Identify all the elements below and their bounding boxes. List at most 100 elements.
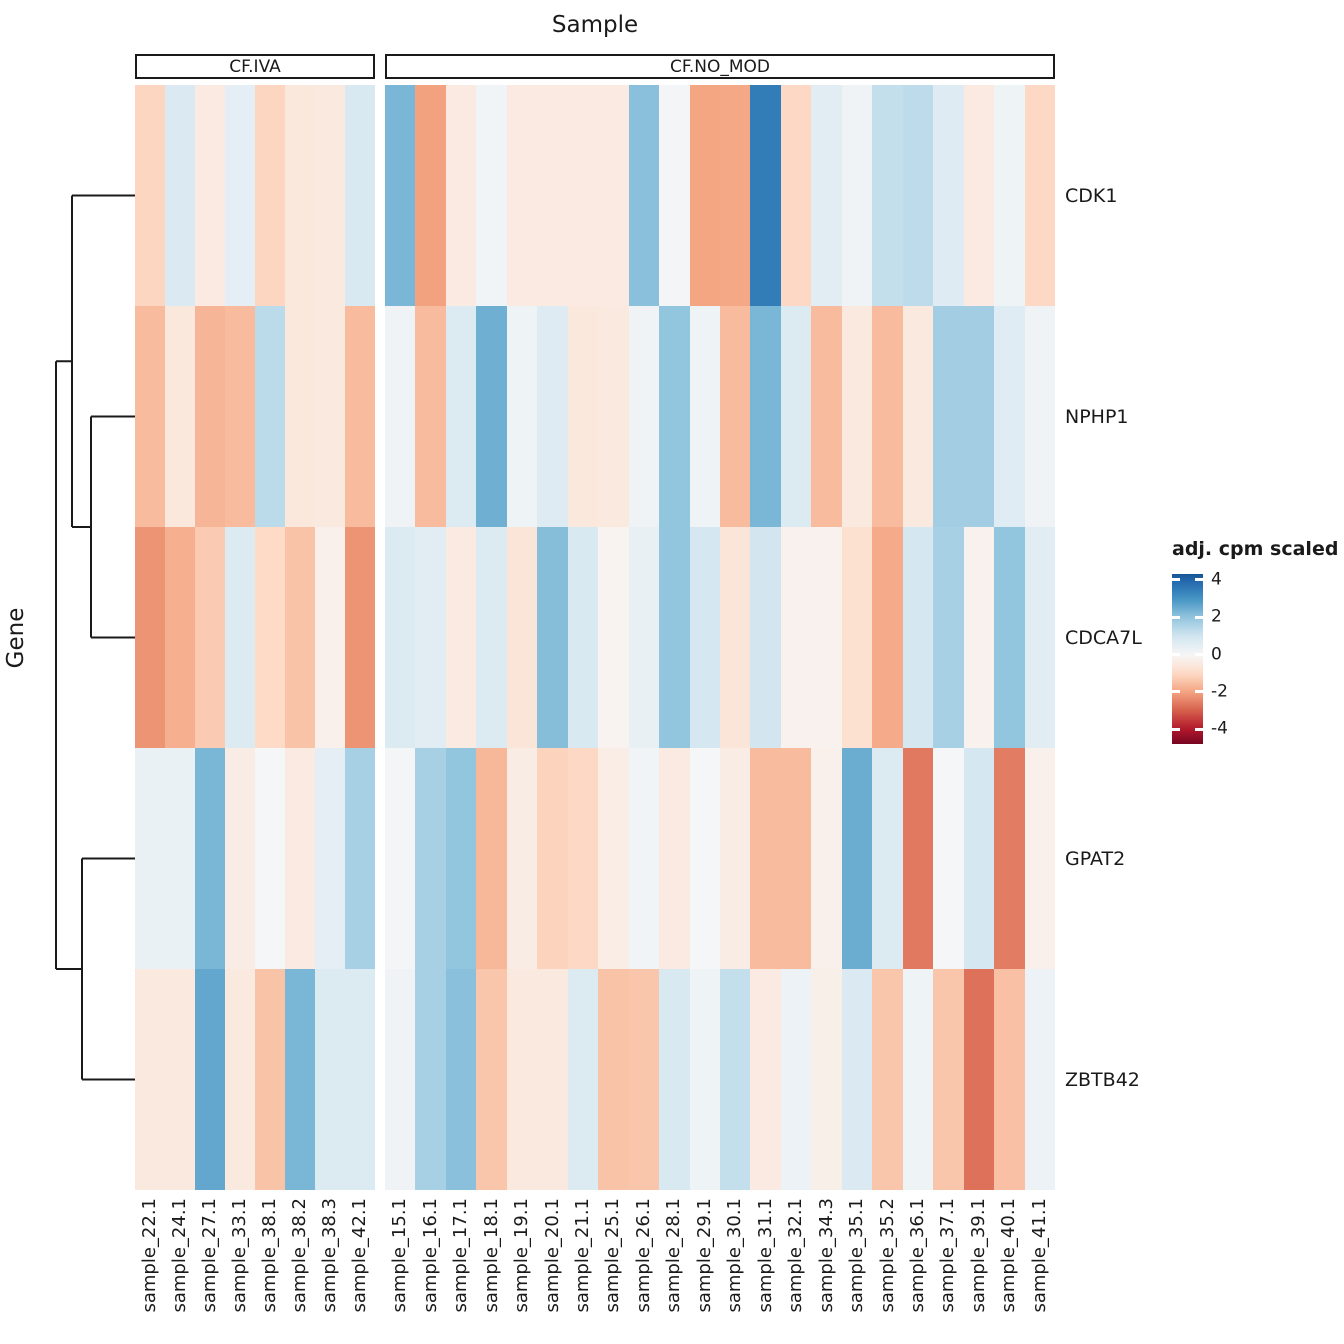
heatmap-cell <box>225 969 255 1190</box>
heatmap-cell <box>780 969 812 1190</box>
heatmap-cell <box>902 527 934 748</box>
heatmap-panel-cf-no-mod <box>385 85 1055 1190</box>
legend-tick-label: 4 <box>1211 569 1222 590</box>
heatmap-cell <box>1024 748 1055 969</box>
x-axis-label: sample_35.1 <box>846 1198 868 1313</box>
heatmap-cell <box>537 85 568 306</box>
heatmap-cell <box>720 748 751 969</box>
legend-tick-mark <box>1172 690 1180 694</box>
x-axis-label: sample_41.1 <box>1028 1198 1050 1313</box>
heatmap-cell <box>567 748 599 969</box>
column-group-header: CF.NO_MOD <box>385 54 1055 79</box>
heatmap-cell <box>567 85 599 306</box>
heatmap-cell <box>750 527 781 748</box>
heatmap-cell <box>994 527 1025 748</box>
heatmap-cell <box>841 527 873 748</box>
x-axis-label: sample_16.1 <box>419 1198 441 1313</box>
heatmap-cell <box>811 85 842 306</box>
heatmap-cell <box>1024 527 1055 748</box>
heatmap-cell <box>841 85 873 306</box>
heatmap-cell <box>537 306 568 527</box>
heatmap-cell <box>135 306 165 527</box>
heatmap-cell <box>598 527 629 748</box>
heatmap-cell <box>598 306 629 527</box>
heatmap-cell <box>963 969 995 1190</box>
x-axis-label: sample_31.1 <box>754 1198 776 1313</box>
x-axis-label: sample_35.2 <box>876 1198 898 1313</box>
heatmap-cell <box>385 969 416 1190</box>
heatmap-cell <box>720 969 751 1190</box>
heatmap-cell <box>225 306 255 527</box>
gene-label: CDK1 <box>1065 184 1118 207</box>
heatmap-cell <box>315 748 345 969</box>
heatmap-cell <box>689 969 720 1190</box>
heatmap-cell <box>345 306 375 527</box>
heatmap-cell <box>902 306 934 527</box>
legend-tick-mark <box>1195 690 1203 694</box>
x-axis-label: sample_17.1 <box>450 1198 472 1313</box>
heatmap-cell <box>567 969 599 1190</box>
x-axis-label: sample_22.1 <box>139 1198 160 1313</box>
heatmap-cell <box>165 527 195 748</box>
heatmap-cell <box>195 969 225 1190</box>
heatmap-cell <box>750 306 781 527</box>
heatmap-cell <box>1024 969 1055 1190</box>
x-axis-label: sample_38.3 <box>319 1198 340 1313</box>
heatmap-cell <box>811 748 842 969</box>
legend-tick-label: 0 <box>1211 644 1222 665</box>
heatmap-cell <box>628 85 660 306</box>
heatmap-panel-cf-iva <box>135 85 375 1190</box>
heatmap-cell <box>659 306 690 527</box>
heatmap-cell <box>689 748 720 969</box>
heatmap-cell <box>165 85 195 306</box>
x-axis-label: sample_38.1 <box>259 1198 280 1313</box>
heatmap-cell <box>628 527 660 748</box>
legend-tick-mark <box>1195 727 1203 731</box>
heatmap-cell <box>902 969 934 1190</box>
heatmap-cell <box>872 527 903 748</box>
heatmap-cell <box>255 969 285 1190</box>
heatmap-cell <box>506 969 538 1190</box>
heatmap-cell <box>598 85 629 306</box>
heatmap-cell <box>315 85 345 306</box>
legend-colorbar <box>1172 574 1203 744</box>
heatmap-cell <box>750 969 781 1190</box>
heatmap-cell <box>135 969 165 1190</box>
heatmap-cell <box>345 527 375 748</box>
heatmap-cell <box>720 527 751 748</box>
heatmap-cell <box>445 85 477 306</box>
x-axis-label: sample_24.1 <box>169 1198 190 1313</box>
heatmap-cell <box>415 527 446 748</box>
x-axis-label: sample_33.1 <box>229 1198 250 1313</box>
heatmap-cell <box>780 748 812 969</box>
heatmap-cell <box>255 306 285 527</box>
heatmap-cell <box>195 306 225 527</box>
heatmap-cell <box>659 748 690 969</box>
heatmap-cell <box>994 85 1025 306</box>
heatmap-cell <box>476 527 507 748</box>
x-axis-label: sample_15.1 <box>389 1198 411 1313</box>
legend-tick-mark <box>1172 727 1180 731</box>
heatmap-cell <box>445 748 477 969</box>
heatmap-cell <box>385 748 416 969</box>
heatmap-cell <box>537 527 568 748</box>
legend-title: adj. cpm scaled <box>1172 538 1339 560</box>
heatmap-cell <box>135 85 165 306</box>
legend-tick-label: -4 <box>1211 718 1228 739</box>
heatmap-cell <box>628 748 660 969</box>
heatmap-cell <box>628 969 660 1190</box>
heatmap-cell <box>385 306 416 527</box>
heatmap-cell <box>476 748 507 969</box>
legend-tick-mark <box>1195 615 1203 619</box>
heatmap-cell <box>994 969 1025 1190</box>
heatmap-cell <box>811 969 842 1190</box>
y-axis-title: Gene <box>3 607 29 669</box>
heatmap-cell <box>902 85 934 306</box>
heatmap-cell <box>598 748 629 969</box>
x-axis-label: sample_40.1 <box>998 1198 1020 1313</box>
heatmap-cell <box>567 527 599 748</box>
heatmap-cell <box>628 306 660 527</box>
heatmap-cell <box>195 85 225 306</box>
heatmap-cell <box>255 527 285 748</box>
heatmap-cell <box>415 85 446 306</box>
